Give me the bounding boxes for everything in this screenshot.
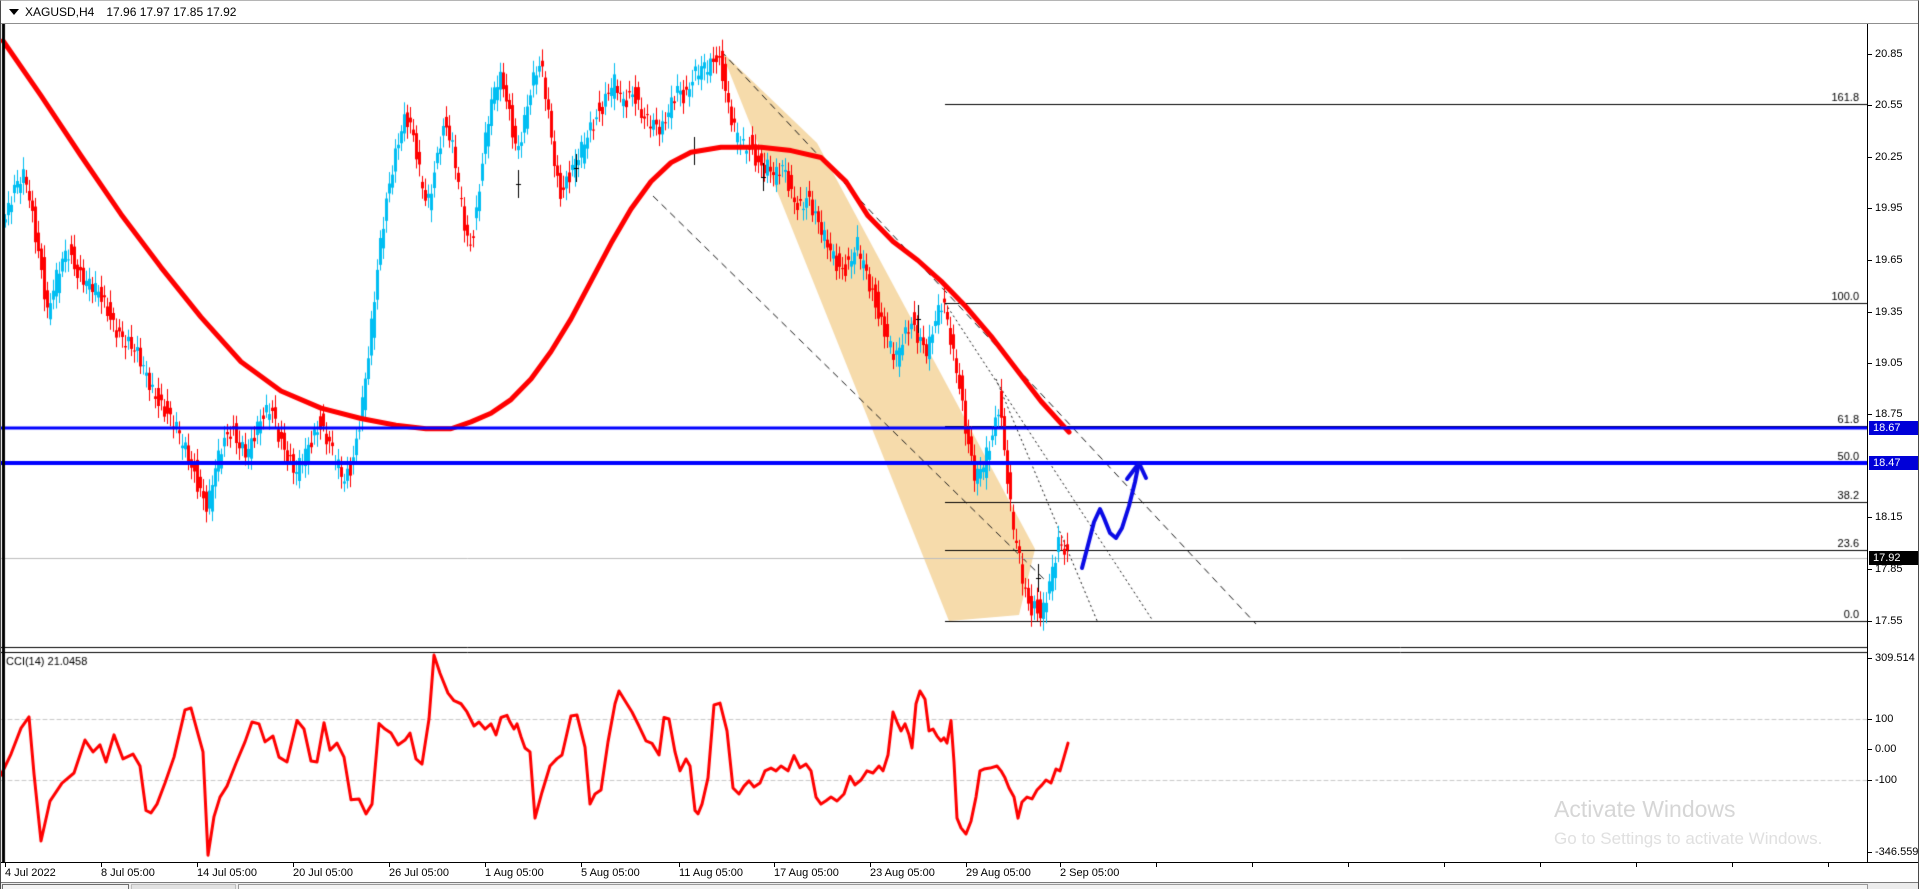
- date-tick: [1444, 863, 1445, 867]
- date-axis-label: 20 Jul 05:00: [293, 867, 353, 879]
- date-tick: [197, 863, 198, 867]
- price-badge-18.47: 18.47: [1869, 456, 1918, 470]
- axis-tick: [1868, 719, 1872, 720]
- price-axis-label: 19.05: [1875, 357, 1903, 369]
- date-tick: [1348, 863, 1349, 867]
- axis-tick: [1868, 260, 1872, 261]
- chart-tab-3[interactable]: [238, 884, 1868, 889]
- price-badge-17.92: 17.92: [1869, 551, 1918, 565]
- date-axis-label: 1 Aug 05:00: [485, 867, 544, 879]
- date-axis-label: 5 Aug 05:00: [581, 867, 640, 879]
- axis-tick: [1868, 780, 1872, 781]
- axis-tick: [1868, 363, 1872, 364]
- date-tick: [1540, 863, 1541, 867]
- date-tick: [870, 863, 871, 867]
- axis-tick: [1868, 208, 1872, 209]
- date-tick: [101, 863, 102, 867]
- chart-tab-2[interactable]: [131, 884, 236, 889]
- axis-tick: [1868, 105, 1872, 106]
- date-axis-label: 26 Jul 05:00: [389, 867, 449, 879]
- price-axis-label: 100: [1875, 713, 1894, 725]
- date-axis-label: 2 Sep 05:00: [1060, 867, 1120, 879]
- axis-tick: [1868, 658, 1872, 659]
- axis-tick: [1868, 517, 1872, 518]
- axis-tick: [1868, 569, 1872, 570]
- axis-tick: [1868, 54, 1872, 55]
- axis-tick: [1868, 312, 1872, 313]
- chart-title-bar: XAGUSD,H4 17.96 17.97 17.85 17.92: [1, 1, 1918, 24]
- axis-tick: [1868, 414, 1872, 415]
- date-axis-label: 8 Jul 05:00: [101, 867, 155, 879]
- axis-tick: [1868, 157, 1872, 158]
- price-axis-label: 20.55: [1875, 99, 1903, 111]
- price-axis-label: 17.55: [1875, 615, 1903, 627]
- axis-tick: [1868, 749, 1872, 750]
- date-tick: [5, 863, 6, 867]
- date-axis-label: 11 Aug 05:00: [679, 867, 744, 879]
- date-axis-label: 29 Aug 05:00: [966, 867, 1031, 879]
- price-axis: 20.85 20.55 20.25 19.95 19.65 19.35 19.05 18.75…: [1867, 24, 1919, 862]
- price-axis-label: 0.00: [1875, 743, 1897, 755]
- date-axis-label: 14 Jul 05:00: [197, 867, 257, 879]
- price-axis-label: 19.35: [1875, 306, 1903, 318]
- axis-tick: [1868, 621, 1872, 622]
- price-axis-label: 18.15: [1875, 511, 1903, 523]
- price-and-cci-chart-canvas[interactable]: [1, 24, 1867, 862]
- date-axis-label: 4 Jul 2022: [5, 867, 56, 879]
- chart-tabs-strip: [1, 882, 1918, 889]
- price-axis-label: 19.65: [1875, 254, 1903, 266]
- date-tick: [1156, 863, 1157, 867]
- date-tick: [1252, 863, 1253, 867]
- date-tick: [774, 863, 775, 867]
- date-axis-label: 17 Aug 05:00: [774, 867, 839, 879]
- caret-down-icon[interactable]: [9, 9, 19, 15]
- date-tick: [1636, 863, 1637, 867]
- price-axis-label: -346.559: [1875, 846, 1919, 858]
- price-axis-label: -100: [1875, 774, 1898, 786]
- date-tick: [1732, 863, 1733, 867]
- date-tick: [1828, 863, 1829, 867]
- ohlc-quotes-label: 17.96 17.97 17.85 17.92: [106, 5, 237, 19]
- date-tick: [485, 863, 486, 867]
- chart-tab-1[interactable]: [2, 884, 129, 889]
- date-tick: [1060, 863, 1061, 867]
- price-axis-label: 17.85: [1875, 563, 1903, 575]
- date-axis-label: 23 Aug 05:00: [870, 867, 935, 879]
- price-badge-18.67: 18.67: [1869, 421, 1918, 435]
- price-axis-label: 20.85: [1875, 48, 1903, 60]
- price-axis-label: 18.75: [1875, 408, 1903, 420]
- price-axis-label: 309.514: [1875, 652, 1915, 664]
- date-tick: [581, 863, 582, 867]
- date-tick: [293, 863, 294, 867]
- date-tick: [389, 863, 390, 867]
- date-tick: [966, 863, 967, 867]
- price-axis-label: 20.25: [1875, 151, 1903, 163]
- price-axis-label: 19.95: [1875, 202, 1903, 214]
- date-tick: [679, 863, 680, 867]
- symbol-period-label: XAGUSD,H4: [25, 5, 95, 19]
- axis-tick: [1868, 852, 1872, 853]
- date-axis: 4 Jul 2022 8 Jul 05:00 14 Jul 05:00 20 Jul …: [1, 862, 1918, 882]
